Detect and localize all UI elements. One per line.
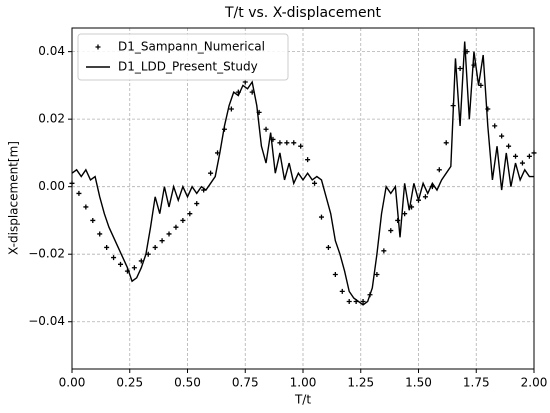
marker — [312, 180, 318, 186]
marker — [492, 123, 498, 129]
marker — [166, 231, 172, 237]
x-tick-label: 2.00 — [521, 376, 548, 390]
marker — [83, 204, 89, 210]
marker — [90, 217, 96, 223]
marker — [360, 298, 366, 304]
x-tick-label: 1.50 — [405, 376, 432, 390]
marker — [118, 261, 124, 267]
marker — [180, 217, 186, 223]
legend-label: D1_LDD_Present_Study — [118, 60, 258, 74]
marker — [374, 271, 380, 277]
x-tick-label: 0.75 — [232, 376, 259, 390]
marker — [318, 214, 324, 220]
marker — [526, 153, 532, 159]
marker — [291, 140, 297, 146]
marker — [381, 248, 387, 254]
marker — [159, 238, 165, 244]
marker — [95, 44, 101, 50]
marker — [506, 143, 512, 149]
marker — [187, 211, 193, 217]
y-tick-label: −0.02 — [28, 247, 65, 261]
chart-title: T/t vs. X-displacement — [224, 5, 381, 21]
marker — [208, 170, 214, 176]
marker — [499, 133, 505, 139]
marker — [228, 106, 234, 112]
marker — [332, 271, 338, 277]
marker — [104, 244, 110, 250]
marker — [388, 228, 394, 234]
marker — [263, 126, 269, 132]
marker — [111, 255, 117, 261]
legend: D1_Sampann_Numerical D1_LDD_Present_Study — [77, 33, 289, 81]
x-tick-label: 0.50 — [174, 376, 201, 390]
y-tick-label: 0.02 — [38, 112, 65, 126]
marker — [519, 160, 525, 166]
x-axis-label: T/t — [294, 393, 311, 407]
y-tick-label: −0.04 — [28, 314, 65, 328]
marker — [131, 265, 137, 271]
marker — [152, 244, 158, 250]
x-tick-label: 1.00 — [290, 376, 317, 390]
marker — [346, 298, 352, 304]
legend-label: D1_Sampann_Numerical — [118, 40, 265, 54]
marker — [513, 153, 519, 159]
x-tick-label: 1.75 — [463, 376, 490, 390]
y-tick-label: 0.04 — [38, 44, 65, 58]
marker — [194, 201, 200, 207]
marker — [325, 244, 331, 250]
y-tick-label: 0.00 — [38, 179, 65, 193]
marker — [173, 224, 179, 230]
y-axis-label: X-displacement[m] — [7, 141, 21, 255]
marker — [284, 140, 290, 146]
x-tick-label: 0.00 — [59, 376, 86, 390]
line — [71, 41, 534, 306]
x-tick-label: 1.25 — [347, 376, 374, 390]
marker — [436, 167, 442, 173]
x-tick-label: 0.25 — [116, 376, 143, 390]
marker — [277, 140, 283, 146]
plot-frame — [71, 27, 535, 370]
legend-box — [77, 33, 289, 81]
marker — [402, 211, 408, 217]
marker — [298, 143, 304, 149]
marker — [305, 157, 311, 163]
marker — [97, 231, 103, 237]
marker — [443, 140, 449, 146]
marker — [339, 288, 345, 294]
marker — [76, 190, 82, 196]
marker — [457, 66, 463, 72]
marker — [422, 194, 428, 200]
